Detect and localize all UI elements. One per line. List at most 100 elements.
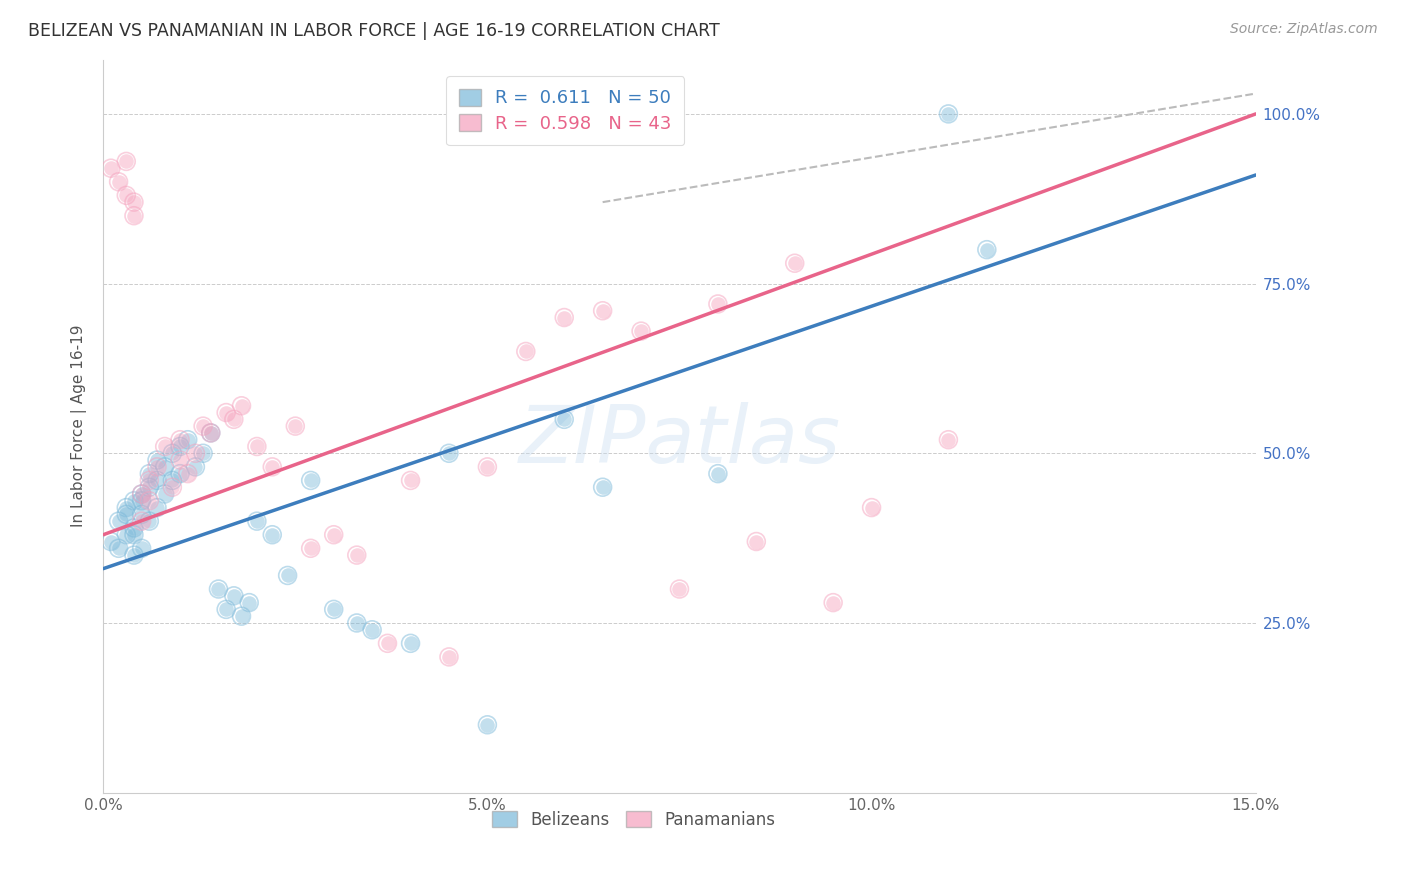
Point: [191, 446, 214, 460]
Point: [477, 718, 499, 732]
Point: [138, 493, 160, 508]
Point: [115, 188, 138, 202]
Point: [177, 433, 200, 447]
Point: [246, 440, 269, 454]
Point: [162, 480, 184, 494]
Point: [115, 508, 138, 522]
Point: [200, 425, 222, 440]
Point: [153, 487, 176, 501]
Point: [131, 508, 153, 522]
Point: [200, 425, 222, 440]
Point: [783, 256, 806, 270]
Point: [215, 406, 238, 420]
Point: [938, 107, 960, 121]
Point: [262, 459, 284, 474]
Point: [138, 467, 160, 481]
Point: [200, 425, 222, 440]
Point: [477, 459, 499, 474]
Point: [162, 446, 184, 460]
Point: [146, 500, 169, 515]
Point: [592, 480, 614, 494]
Point: [976, 243, 998, 257]
Point: [262, 459, 284, 474]
Point: [107, 541, 129, 556]
Point: [346, 615, 368, 630]
Point: [783, 256, 806, 270]
Point: [745, 534, 768, 549]
Point: [122, 527, 145, 541]
Point: [153, 487, 176, 501]
Point: [191, 419, 214, 434]
Point: [262, 527, 284, 541]
Point: [122, 548, 145, 562]
Point: [346, 548, 368, 562]
Point: [938, 433, 960, 447]
Point: [122, 527, 145, 541]
Legend: Belizeans, Panamanians: Belizeans, Panamanians: [485, 805, 782, 836]
Point: [553, 412, 575, 426]
Point: [146, 453, 169, 467]
Point: [231, 399, 253, 413]
Point: [162, 474, 184, 488]
Point: [592, 303, 614, 318]
Text: ZIPatlas: ZIPatlas: [519, 401, 841, 480]
Point: [630, 324, 652, 338]
Point: [131, 487, 153, 501]
Point: [107, 514, 129, 528]
Point: [146, 453, 169, 467]
Point: [277, 568, 299, 582]
Point: [153, 459, 176, 474]
Point: [115, 527, 138, 541]
Point: [823, 596, 845, 610]
Point: [153, 440, 176, 454]
Point: [437, 649, 460, 664]
Point: [146, 474, 169, 488]
Point: [299, 541, 322, 556]
Point: [107, 175, 129, 189]
Point: [138, 474, 160, 488]
Point: [346, 548, 368, 562]
Point: [246, 514, 269, 528]
Point: [976, 243, 998, 257]
Point: [138, 514, 160, 528]
Point: [860, 500, 883, 515]
Point: [246, 514, 269, 528]
Point: [207, 582, 229, 596]
Point: [207, 582, 229, 596]
Point: [184, 446, 207, 460]
Point: [477, 459, 499, 474]
Point: [131, 514, 153, 528]
Point: [100, 161, 122, 176]
Point: [477, 718, 499, 732]
Point: [377, 636, 399, 650]
Point: [184, 446, 207, 460]
Point: [122, 548, 145, 562]
Point: [107, 175, 129, 189]
Point: [115, 500, 138, 515]
Point: [668, 582, 690, 596]
Point: [131, 541, 153, 556]
Point: [299, 541, 322, 556]
Point: [399, 474, 422, 488]
Point: [215, 602, 238, 616]
Point: [131, 493, 153, 508]
Point: [100, 534, 122, 549]
Point: [184, 459, 207, 474]
Point: [131, 541, 153, 556]
Point: [222, 589, 245, 603]
Point: [169, 440, 191, 454]
Point: [399, 636, 422, 650]
Point: [191, 419, 214, 434]
Point: [107, 541, 129, 556]
Point: [107, 514, 129, 528]
Point: [707, 467, 730, 481]
Point: [322, 602, 344, 616]
Point: [322, 527, 344, 541]
Point: [184, 459, 207, 474]
Point: [215, 602, 238, 616]
Point: [153, 440, 176, 454]
Point: [115, 527, 138, 541]
Point: [138, 480, 160, 494]
Point: [115, 154, 138, 169]
Point: [938, 433, 960, 447]
